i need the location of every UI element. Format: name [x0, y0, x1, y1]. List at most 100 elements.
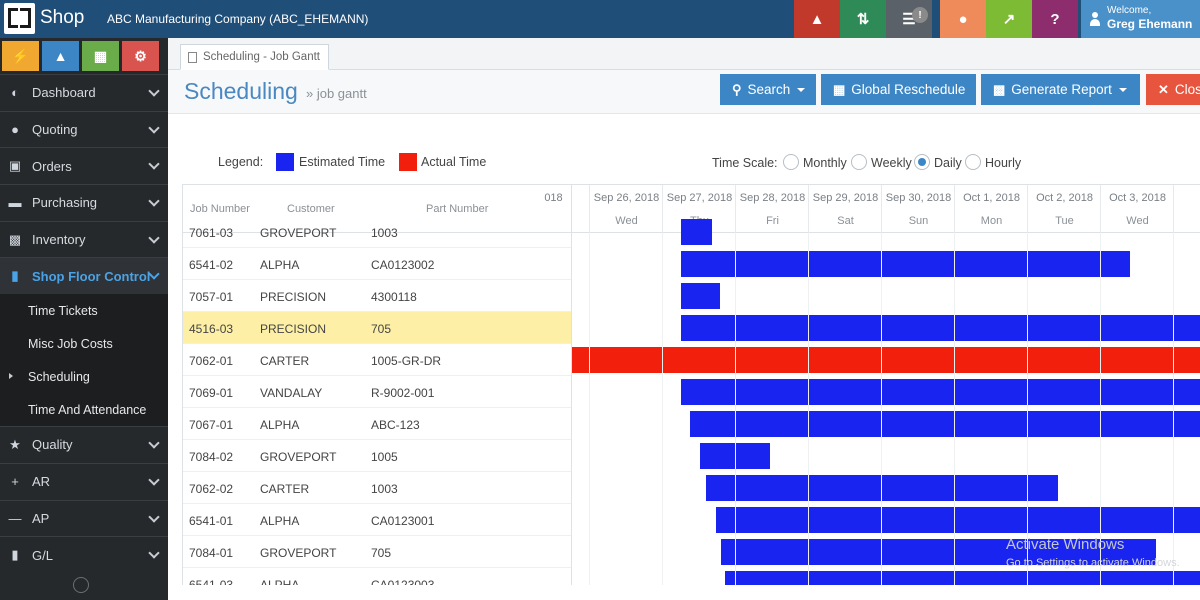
- sidebar-item-shop-floor-control[interactable]: ▮ Shop Floor Control: [0, 257, 168, 295]
- chevron-down-icon: [148, 510, 160, 523]
- day-column: Oct 3, 2018 Wed: [1101, 185, 1174, 233]
- table-row[interactable]: 7069-01 VANDALAY R-9002-001: [183, 376, 572, 408]
- radio-daily[interactable]: [914, 154, 930, 170]
- app-logo[interactable]: [4, 3, 35, 34]
- job-number-cell: 7061-03: [189, 226, 234, 240]
- job-number-cell: 6541-03: [189, 578, 234, 585]
- day-gridline: [1027, 233, 1028, 585]
- estimated-time-bar[interactable]: [681, 315, 1200, 341]
- radio-weekly-label: Weekly: [871, 156, 912, 170]
- day-date: Sep 26, 2018: [593, 192, 660, 204]
- sidebar-item-ap[interactable]: — AP: [0, 499, 168, 537]
- sidebar-item-label: Shop Floor Control: [32, 268, 151, 284]
- table-row[interactable]: 7084-02 GROVEPORT 1005: [183, 440, 572, 472]
- chevron-down-icon: [148, 437, 160, 449]
- actual-time-bar[interactable]: [572, 347, 1200, 373]
- user-name: Greg Ehemann: [1107, 17, 1193, 31]
- day-date: Sep 28, 2018: [739, 192, 806, 204]
- column-job-number[interactable]: Job Number: [190, 203, 250, 215]
- sidebar-item-inventory[interactable]: ▩ Inventory: [0, 220, 168, 258]
- estimated-time-bar[interactable]: [721, 539, 1156, 565]
- sidebar-subitem-time-tickets[interactable]: Time Tickets: [0, 294, 168, 328]
- table-row[interactable]: 7061-03 GROVEPORT 1003: [183, 216, 572, 248]
- help-icon[interactable]: ?: [1032, 0, 1078, 38]
- table-row[interactable]: 6541-01 ALPHA CA0123001: [183, 504, 572, 536]
- user-icon: [1090, 12, 1100, 26]
- estimated-time-bar[interactable]: [725, 571, 1200, 585]
- day-date: Oct: [1174, 192, 1200, 204]
- sidebar-item-orders[interactable]: ▣ Orders: [0, 147, 168, 184]
- table-row[interactable]: 7067-01 ALPHA ABC-123: [183, 408, 572, 440]
- customer-cell: ALPHA: [260, 418, 300, 432]
- radio-hourly[interactable]: [965, 154, 981, 170]
- external-link-icon[interactable]: ↗: [986, 0, 1032, 38]
- sidebar-subitem-time-and-attendance[interactable]: Time And Attendance: [0, 393, 168, 427]
- sidebar-subitem-scheduling[interactable]: Scheduling: [0, 360, 168, 394]
- sidebar-item-purchasing[interactable]: ▬ Purchasing: [0, 184, 168, 221]
- search-button[interactable]: ⚲ Search: [720, 74, 816, 105]
- day-column: Sep 26, 2018 Wed: [590, 185, 663, 233]
- radio-hourly-label: Hourly: [985, 156, 1022, 170]
- sitemap-icon[interactable]: ☰!: [886, 0, 932, 38]
- tab-scheduling-job-gantt[interactable]: Scheduling - Job Gantt: [180, 44, 329, 70]
- estimated-time-bar[interactable]: [681, 283, 720, 309]
- customer-cell: GROVEPORT: [260, 450, 337, 464]
- estimated-time-bar[interactable]: [716, 507, 1200, 533]
- sidebar-item-quoting[interactable]: ● Quoting: [0, 110, 168, 148]
- cogs-icon[interactable]: ⚙: [122, 41, 159, 71]
- radio-monthly[interactable]: [783, 154, 799, 170]
- bar-chart-icon[interactable]: ▦: [82, 41, 119, 71]
- sidebar-item-dashboard[interactable]: ◐ Dashboard: [0, 74, 168, 111]
- sidebar-subitem-misc-job-costs[interactable]: Misc Job Costs: [0, 327, 168, 361]
- legend-actual: Actual Time: [421, 155, 487, 169]
- page-title: Scheduling: [184, 78, 298, 104]
- generate-report-label: Generate Report: [1011, 82, 1112, 97]
- refresh-icon[interactable]: ⇅: [840, 0, 886, 38]
- bolt-icon[interactable]: ⚡: [2, 41, 39, 71]
- legend-estimated: Estimated Time: [299, 155, 386, 169]
- radio-monthly-label: Monthly: [803, 156, 847, 170]
- customer-cell: ALPHA: [260, 258, 300, 272]
- sitemap-icon[interactable]: ▲: [42, 41, 79, 71]
- global-reschedule-button[interactable]: ▦ Global Reschedule: [821, 74, 976, 105]
- job-number-cell: 6541-01: [189, 514, 234, 528]
- generate-report-button[interactable]: ▩ Generate Report: [981, 74, 1140, 105]
- table-row[interactable]: 7062-01 CARTER 1005-GR-DR: [183, 344, 572, 376]
- minus-icon: —: [8, 510, 22, 526]
- activate-windows-hint: Go to Settings to activate Windows.: [1006, 557, 1180, 569]
- close-button-label: Clos: [1174, 82, 1200, 97]
- chat-icon[interactable]: ●: [940, 0, 986, 38]
- part-number-cell: 1005-GR-DR: [371, 354, 442, 368]
- breadcrumb: » job gantt: [306, 86, 367, 101]
- estimated-time-bar[interactable]: [681, 219, 712, 245]
- day-gridline: [735, 233, 736, 585]
- column-part-number[interactable]: Part Number: [426, 203, 489, 215]
- radio-weekly[interactable]: [851, 154, 867, 170]
- customer-cell: GROVEPORT: [260, 226, 337, 240]
- column-customer[interactable]: Customer: [287, 203, 335, 215]
- estimated-time-bar[interactable]: [681, 251, 1131, 277]
- sidebar-item-ar[interactable]: + AR: [0, 462, 168, 500]
- sidebar-item-label: Inventory: [32, 232, 86, 248]
- sidebar-item-quality[interactable]: ★ Quality: [0, 426, 168, 463]
- sidebar-item-gl[interactable]: ▮ G/L: [0, 536, 168, 573]
- close-button[interactable]: ✕ Clos: [1146, 74, 1200, 105]
- grid-divider[interactable]: [571, 185, 572, 585]
- part-number-cell: R-9002-001: [371, 386, 435, 400]
- table-row[interactable]: 7057-01 PRECISION 4300118: [183, 280, 572, 312]
- table-row[interactable]: 6541-02 ALPHA CA0123002: [183, 248, 572, 280]
- part-number-cell: 1003: [371, 226, 398, 240]
- fire-icon[interactable]: ▲: [794, 0, 840, 38]
- job-number-cell: 7069-01: [189, 386, 234, 400]
- caret-down-icon: [797, 87, 806, 92]
- table-row[interactable]: 7062-02 CARTER 1003: [183, 472, 572, 504]
- estimated-time-bar[interactable]: [681, 379, 1200, 405]
- estimated-time-bar[interactable]: [690, 411, 1200, 437]
- user-menu[interactable]: Welcome, Greg Ehemann: [1081, 0, 1200, 38]
- day-gridline: [1100, 233, 1101, 585]
- close-icon: ✕: [1158, 81, 1169, 97]
- table-row[interactable]: 6541-03 ALPHA CA0123003: [183, 568, 572, 585]
- table-row[interactable]: 7084-01 GROVEPORT 705: [183, 536, 572, 568]
- table-row[interactable]: 4516-03 PRECISION 705: [183, 312, 572, 344]
- sidebar-collapse-button[interactable]: [73, 577, 89, 593]
